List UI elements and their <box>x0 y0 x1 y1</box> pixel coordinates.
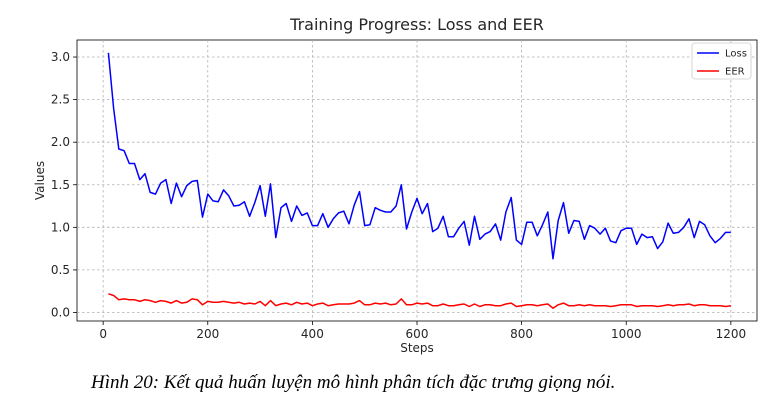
y-tick-label: 0.0 <box>51 305 70 319</box>
series-layer <box>107 52 731 309</box>
legend-label-loss: Loss <box>725 49 747 60</box>
x-tick-label: 1200 <box>716 327 747 341</box>
y-tick-label: 2.5 <box>51 93 70 107</box>
line-chart: 0 200 400 600 800 1000 1200 0.0 0.5 1.0 1.5 2.0 2.5 3… <box>33 15 758 355</box>
y-tick-label: 1.5 <box>51 178 70 192</box>
figure-caption: Hình 20: Kết quả huấn luyện mô hình phân… <box>91 372 616 393</box>
y-axis-label: Values <box>33 161 47 200</box>
x-tick-label: 600 <box>406 327 429 341</box>
series-line-loss <box>107 52 731 260</box>
y-tick-label: 2.0 <box>51 135 70 149</box>
y-tick-label: 1.0 <box>51 220 70 234</box>
x-axis-label: Steps <box>400 341 434 355</box>
y-tick-label: 0.5 <box>51 263 70 277</box>
x-tick-label: 200 <box>196 327 219 341</box>
chart-title: Training Progress: Loss and EER <box>289 15 544 34</box>
legend-box <box>691 42 752 80</box>
grid <box>77 40 757 321</box>
x-tick-label: 1000 <box>611 327 642 341</box>
y-tick-label: 3.0 <box>51 50 70 64</box>
series-line-eer <box>108 293 731 309</box>
ticks: 0 200 400 600 800 1000 1200 0.0 0.5 1.0 1.5 2.0 2.5 3… <box>51 50 746 341</box>
x-tick-label: 0 <box>99 327 107 341</box>
legend-label-eer: EER <box>725 67 745 78</box>
legend: Loss EER <box>691 42 752 80</box>
x-tick-label: 400 <box>301 327 324 341</box>
x-tick-label: 800 <box>510 327 533 341</box>
